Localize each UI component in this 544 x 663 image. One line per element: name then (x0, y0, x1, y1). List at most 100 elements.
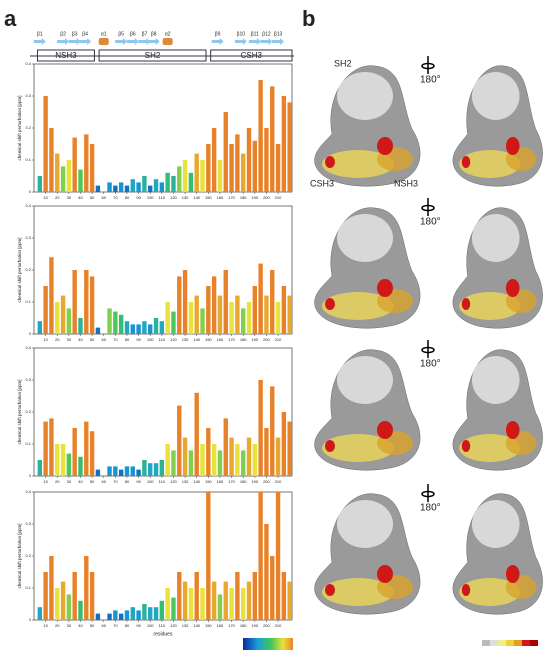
y-tick-label: 0.1 (25, 441, 31, 446)
x-tick-label: 110 (159, 623, 166, 628)
x-tick-label: 10 (43, 623, 48, 628)
bar (66, 160, 72, 192)
x-tick-label: 100 (147, 479, 154, 484)
bar (107, 466, 112, 476)
bar (78, 169, 83, 192)
x-tick-label: 20 (55, 337, 60, 342)
panel-label: a (4, 6, 17, 31)
bar (37, 321, 43, 334)
ss-label: β11 (251, 31, 259, 37)
bar (188, 302, 194, 334)
x-tick-label: 160 (217, 337, 224, 342)
x-tick-label: 130 (182, 623, 189, 628)
bar (229, 144, 234, 192)
x-tick-label: 70 (113, 195, 118, 200)
bar (60, 295, 66, 334)
domain-label: SH2 (334, 58, 352, 68)
bar (194, 295, 199, 334)
bar (84, 556, 89, 620)
bar (177, 405, 182, 476)
bar (177, 276, 182, 334)
y-tick-label: 0.4 (25, 489, 31, 494)
ss-label: β1 (37, 31, 43, 37)
bar (148, 607, 153, 620)
colormap-legend (243, 638, 293, 650)
y-tick-label: 0.4 (25, 345, 31, 350)
x-tick-label: 60 (102, 195, 107, 200)
surface-patch (325, 440, 335, 452)
y-tick-label: 0 (29, 331, 32, 336)
bar (235, 295, 240, 334)
bar (43, 286, 48, 334)
strand (68, 38, 81, 45)
bar (136, 182, 141, 192)
bar (229, 302, 234, 334)
bar (118, 314, 124, 334)
y-axis-label: chemical shift perturbation [ppm] (17, 95, 22, 160)
bar (182, 581, 188, 620)
bar (78, 318, 83, 334)
x-tick-label: 190 (251, 479, 258, 484)
x-tick-label: 100 (147, 623, 154, 628)
surface-patch (471, 500, 520, 548)
bar (287, 421, 292, 476)
bar (130, 324, 135, 334)
structure-row: 180° (314, 484, 543, 615)
strand (272, 38, 285, 45)
x-tick-label: 140 (193, 623, 200, 628)
x-tick-label: 90 (136, 337, 141, 342)
bar (264, 428, 269, 476)
bar (84, 134, 89, 192)
bar (246, 128, 252, 192)
bar (95, 469, 101, 476)
x-tick-label: 10 (43, 337, 48, 342)
strand (234, 38, 247, 45)
bar (200, 588, 205, 620)
x-tick-label: 10 (43, 195, 48, 200)
bar (165, 172, 170, 192)
x-tick-label: 140 (193, 195, 200, 200)
surface-patch (377, 137, 393, 155)
surface-patch (322, 434, 394, 462)
x-tick-label: 90 (136, 623, 141, 628)
surface-patch (461, 440, 471, 452)
x-tick-label: 50 (90, 195, 95, 200)
bar (177, 166, 182, 192)
x-tick-label: 50 (90, 623, 95, 628)
bar (113, 311, 118, 334)
surface-patch (322, 292, 394, 320)
bar (235, 572, 240, 620)
panel-label: b (302, 6, 315, 31)
bar (60, 581, 66, 620)
ss-label: β7 (142, 31, 148, 37)
x-tick-label: 180 (240, 479, 247, 484)
ss-label: β6 (130, 31, 136, 37)
x-tick-label: 70 (113, 623, 118, 628)
surface-patch (461, 584, 471, 596)
x-tick-label: 200 (263, 479, 270, 484)
bar (246, 581, 252, 620)
bar (60, 166, 66, 192)
bar (107, 182, 112, 192)
bar (89, 431, 95, 476)
bar (130, 179, 135, 192)
bar (113, 185, 118, 192)
helix (162, 38, 173, 45)
x-tick-label: 10 (43, 479, 48, 484)
x-tick-label: 160 (217, 623, 224, 628)
y-tick-label: 0.2 (25, 409, 31, 414)
x-tick-label: 40 (78, 623, 83, 628)
bar (200, 308, 205, 334)
x-tick-label: 130 (182, 337, 189, 342)
bar (206, 144, 211, 192)
bar (270, 556, 275, 620)
rotation-label: 180° (420, 217, 441, 228)
bar (78, 600, 83, 620)
bar (252, 286, 258, 334)
surface-patch (459, 150, 521, 178)
bar (130, 466, 135, 476)
ss-label: β3 (72, 31, 78, 37)
x-tick-label: 100 (147, 195, 154, 200)
x-tick-label: 50 (90, 337, 95, 342)
